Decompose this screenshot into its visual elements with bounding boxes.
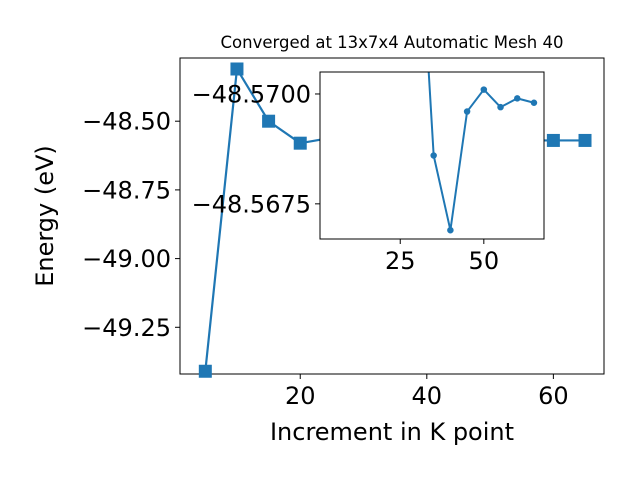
inset-y-ticks: −48.5700 −48.5675 — [192, 80, 320, 218]
main-x-tick-label: 40 — [412, 382, 443, 410]
main-data-point — [546, 133, 560, 147]
inset-x-ticks: 25 50 — [385, 239, 499, 275]
main-data-point — [293, 136, 307, 150]
main-data-point — [578, 133, 592, 147]
inset-data-point — [530, 99, 538, 107]
inset-y-tick-label: −48.5700 — [192, 80, 311, 108]
main-x-ticks: 20 40 60 — [285, 374, 569, 410]
inset-data-point — [430, 152, 437, 159]
main-y-tick-label: −49.25 — [82, 314, 171, 342]
inset-data-point — [463, 108, 471, 115]
inset-data-point — [514, 95, 521, 102]
inset-data-point — [447, 226, 454, 234]
main-y-tick-label: −48.75 — [82, 176, 171, 204]
inset-x-tick-label: 25 — [385, 247, 416, 275]
main-y-tick-label: −49.00 — [82, 245, 171, 273]
main-data-point — [230, 62, 244, 76]
main-x-tick-label: 60 — [538, 382, 569, 410]
inset-series-group — [427, 72, 538, 234]
main-data-point — [198, 364, 212, 378]
x-axis-label: Increment in K point — [270, 418, 514, 446]
main-data-point — [262, 114, 276, 128]
inset-y-tick-label: −48.5675 — [192, 190, 311, 218]
inset-data-point — [497, 103, 504, 111]
inset-plot-border — [319, 71, 545, 240]
inset-axes: 25 50 −48.5700 −48.5675 — [192, 71, 545, 275]
inset-x-tick-label: 50 — [469, 247, 500, 275]
main-y-ticks: −49.25 −49.00 −48.75 −48.50 — [82, 108, 180, 342]
main-y-tick-label: −48.50 — [82, 108, 171, 136]
inset-data-point — [480, 86, 488, 93]
y-axis-label: Energy (eV) — [31, 145, 59, 287]
main-x-tick-label: 20 — [285, 382, 316, 410]
chart-title: Converged at 13x7x4 Automatic Mesh 40 — [221, 33, 564, 52]
